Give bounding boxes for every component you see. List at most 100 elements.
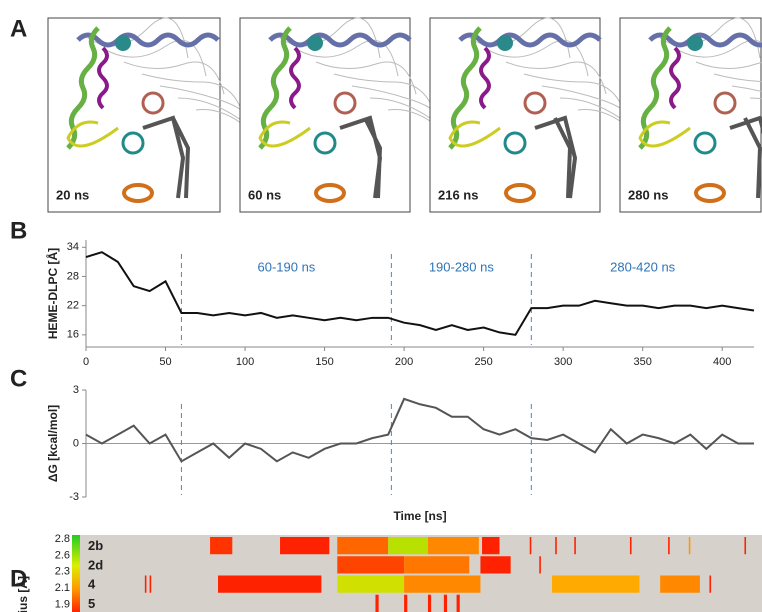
- lipid: [534, 115, 578, 199]
- loop-cyan: [693, 131, 717, 155]
- helix-purple: [289, 46, 301, 110]
- heat-stripe: [149, 575, 152, 593]
- helix-red: [523, 91, 547, 115]
- loop-yellow: [66, 120, 119, 148]
- y-tick-label: -3: [69, 491, 79, 503]
- snapshot-frame: [47, 17, 221, 213]
- protein-backbone: [141, 73, 243, 113]
- y-tick-label: 22: [67, 300, 79, 312]
- helix-blue: [458, 32, 602, 48]
- heat-stripe: [629, 537, 632, 555]
- snapshot-label: 216 ns: [438, 187, 478, 202]
- loop-yellow: [258, 120, 311, 148]
- protein-backbone: [713, 73, 762, 83]
- helix-blue: [76, 32, 220, 48]
- lipid: [142, 115, 191, 199]
- x-tick-label: 350: [633, 356, 651, 368]
- y-axis-label: HEME-DLPC [Å]: [45, 248, 60, 339]
- protein-backbone: [731, 85, 762, 93]
- snapshot-label: 20 ns: [56, 187, 89, 202]
- heat-stripe: [456, 594, 460, 612]
- row-label: 4: [88, 577, 96, 592]
- heat-stripe: [552, 575, 640, 593]
- protein-backbone: [487, 39, 589, 77]
- lipid: [729, 115, 762, 199]
- helix-red: [333, 91, 357, 115]
- heat-stripe: [375, 594, 379, 612]
- lipid: [339, 115, 383, 199]
- snapshot-label: 60 ns: [248, 187, 281, 202]
- helix-purple: [479, 46, 491, 110]
- heat-stripe: [404, 556, 470, 574]
- snapshot: 280 ns: [619, 17, 762, 213]
- heat-stripe: [574, 537, 576, 555]
- heat-stripe: [668, 537, 670, 555]
- y-axis-label: radius [Å]: [15, 576, 30, 612]
- helix-purple: [97, 46, 109, 110]
- heat-stripe: [539, 556, 541, 574]
- heat-stripe: [555, 537, 557, 555]
- heme: [115, 35, 131, 51]
- panel-letter: D: [10, 565, 27, 592]
- x-tick-label: 50: [159, 356, 171, 368]
- panel-letter: B: [10, 217, 27, 244]
- data-line: [85, 251, 755, 336]
- protein-backbone: [695, 61, 762, 69]
- heat-stripe: [744, 537, 747, 555]
- loop-yellow: [448, 120, 501, 148]
- protein-backbone: [677, 39, 762, 58]
- heme: [497, 35, 513, 51]
- helix-red: [141, 91, 165, 115]
- x-axis-label: Time [ns]: [393, 509, 446, 523]
- heat-stripe: [480, 556, 511, 574]
- data-line: [85, 397, 754, 463]
- annotation: 190-280 ns: [429, 259, 495, 274]
- heat-stripe: [404, 594, 408, 612]
- heat-stripe: [404, 575, 481, 593]
- helix-blue: [648, 32, 762, 48]
- protein-backbone: [105, 39, 207, 77]
- y-axis-label: ΔG [kcal/mol]: [46, 405, 60, 482]
- helix-blue: [268, 32, 412, 48]
- row-label: 5: [88, 596, 95, 611]
- heme: [307, 35, 323, 51]
- heat-stripe: [337, 575, 405, 593]
- loop-cyan: [121, 131, 145, 155]
- heat-stripe: [427, 594, 432, 612]
- panel-letter: C: [10, 365, 27, 392]
- scale-label: 2.6: [55, 549, 70, 561]
- protein-backbone: [123, 61, 225, 95]
- x-tick-label: 0: [83, 356, 89, 368]
- snapshot-label: 280 ns: [628, 187, 668, 202]
- protein-backbone: [523, 73, 625, 113]
- y-tick-label: 28: [67, 270, 79, 282]
- heat-stripe: [280, 537, 330, 555]
- helix-purple: [669, 46, 681, 110]
- x-tick-label: 300: [554, 356, 572, 368]
- annotation: 60-190 ns: [257, 259, 315, 274]
- scale-label: 1.9: [55, 598, 70, 610]
- loop-cyan: [503, 131, 527, 155]
- heat-stripe: [529, 537, 532, 555]
- helix-orange: [694, 183, 726, 203]
- y-tick-label: 3: [73, 384, 79, 396]
- scale-label: 2.8: [55, 533, 70, 545]
- heat-stripe: [388, 537, 428, 555]
- heat-stripe: [660, 575, 700, 593]
- heme: [687, 35, 703, 51]
- helix-orange: [314, 183, 346, 203]
- y-tick-label: 34: [67, 241, 79, 253]
- x-tick-label: 200: [395, 356, 413, 368]
- scale-label: 2.3: [55, 566, 70, 578]
- x-tick-label: 150: [315, 356, 333, 368]
- row-label: 2b: [88, 538, 103, 553]
- protein-backbone: [505, 61, 607, 95]
- protein-backbone: [315, 61, 417, 95]
- loop-yellow: [638, 120, 691, 148]
- scale-label: 2.1: [55, 582, 70, 594]
- panel-letter: A: [10, 15, 27, 42]
- heat-stripe: [337, 537, 389, 555]
- y-tick-label: 0: [73, 437, 79, 449]
- loop-cyan: [313, 131, 337, 155]
